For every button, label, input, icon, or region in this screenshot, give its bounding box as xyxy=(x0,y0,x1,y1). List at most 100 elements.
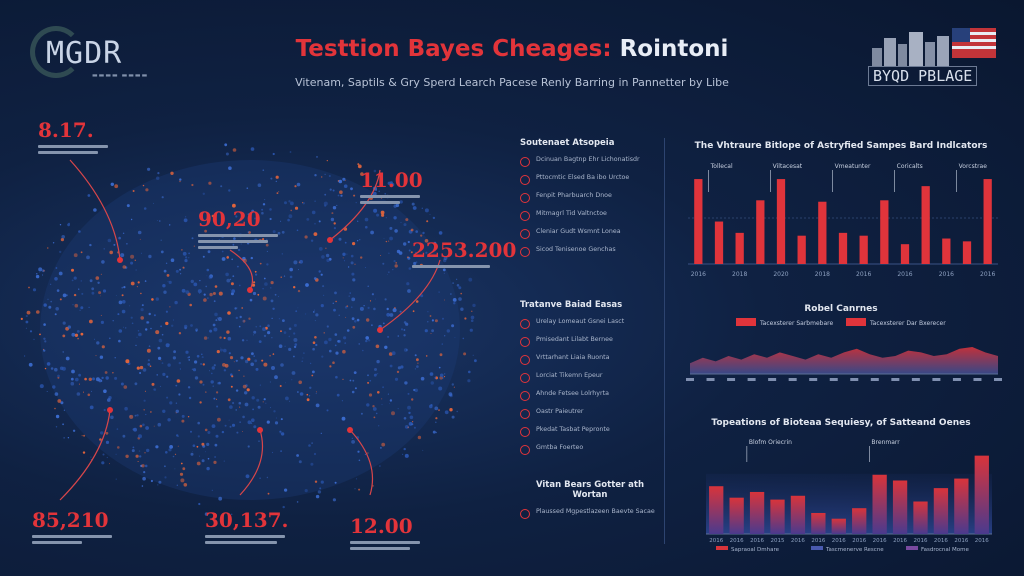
particle xyxy=(381,398,383,400)
bar xyxy=(694,179,703,264)
particle xyxy=(334,344,337,347)
particle xyxy=(59,250,62,254)
particle xyxy=(398,251,403,255)
particle xyxy=(272,353,275,355)
particle xyxy=(179,268,182,271)
particle xyxy=(226,278,231,283)
particle xyxy=(133,427,138,432)
particle xyxy=(147,359,150,362)
particle xyxy=(179,180,181,183)
particle xyxy=(318,270,321,273)
particle xyxy=(324,193,327,196)
bullet-icon xyxy=(520,211,530,221)
particle xyxy=(223,348,227,353)
tick-label: 2016 xyxy=(893,538,907,544)
particle xyxy=(136,366,140,370)
particle xyxy=(193,245,196,247)
particle xyxy=(258,440,260,442)
particle xyxy=(129,305,131,307)
particle xyxy=(407,240,410,244)
particle xyxy=(376,213,380,217)
particle xyxy=(389,403,391,405)
particle xyxy=(214,456,217,458)
particle xyxy=(305,283,309,287)
particle xyxy=(50,283,52,285)
particle xyxy=(101,345,105,349)
particle xyxy=(213,300,216,303)
particle xyxy=(140,308,144,312)
list-item-text: Mitmagrl Tid Valtnctoe xyxy=(536,210,607,217)
particle xyxy=(283,331,287,334)
particle xyxy=(280,220,282,222)
particle xyxy=(266,476,269,479)
particle xyxy=(384,298,387,301)
bar xyxy=(859,235,868,264)
particle xyxy=(153,425,155,427)
particle xyxy=(242,256,246,261)
particle xyxy=(205,391,207,393)
particle xyxy=(197,435,200,438)
tick-label xyxy=(952,378,961,381)
particle xyxy=(387,335,390,338)
particle xyxy=(164,465,166,468)
particle xyxy=(441,343,443,345)
particle xyxy=(269,354,271,357)
particle xyxy=(403,334,406,337)
tick-label xyxy=(870,378,879,381)
particle xyxy=(425,355,428,357)
callout-dot xyxy=(247,287,253,293)
particle xyxy=(416,358,419,362)
list-item-text: Pttocmtic Elsed Ba ibo Urctoe xyxy=(536,174,630,181)
particle xyxy=(140,252,142,254)
particle xyxy=(105,440,110,444)
bullet-icon xyxy=(520,373,530,383)
particle xyxy=(438,231,443,235)
particle xyxy=(264,199,266,201)
particle xyxy=(241,216,243,218)
particles xyxy=(20,143,477,516)
particle xyxy=(177,445,179,447)
particle xyxy=(372,485,374,487)
chart2-area: Tacexsterer Sarbmebare Tacexsterer Dar Bx… xyxy=(686,318,1002,381)
particle xyxy=(259,262,262,265)
title-white-part: Rointoni xyxy=(619,36,729,62)
annotation-label: Viltacesat xyxy=(773,163,803,170)
particle xyxy=(359,239,361,241)
particle xyxy=(176,484,178,486)
particle xyxy=(96,341,100,345)
bar xyxy=(942,238,951,264)
particle xyxy=(35,274,40,279)
particle xyxy=(241,307,244,309)
particle xyxy=(414,368,416,370)
particle xyxy=(166,375,169,378)
particle xyxy=(157,422,162,427)
particle xyxy=(208,181,212,185)
particle xyxy=(280,276,282,278)
particle xyxy=(151,298,154,301)
logo-text: MGDR xyxy=(46,36,123,71)
particle xyxy=(251,352,254,356)
list-item-text: Urelay Lomeaut Gsnei Lasct xyxy=(536,318,625,325)
particle xyxy=(125,454,129,458)
callout-lines xyxy=(350,541,420,550)
particle xyxy=(169,401,173,405)
particle xyxy=(214,312,218,317)
particle xyxy=(382,262,385,265)
bullet-icon xyxy=(520,409,530,419)
particle xyxy=(217,417,221,422)
particle xyxy=(211,424,216,428)
particle xyxy=(426,220,429,223)
particle xyxy=(147,167,151,171)
list-item: Fenpit Pharbuarch Dnoe xyxy=(520,192,660,203)
particle xyxy=(172,455,175,458)
page-subtitle: Vitenam, Saptils & Gry Sperd Learch Pace… xyxy=(295,76,729,89)
particle xyxy=(368,393,373,397)
particle xyxy=(181,414,185,418)
particle xyxy=(142,423,145,427)
particle xyxy=(156,176,160,180)
particle xyxy=(334,481,337,484)
particle xyxy=(321,176,323,178)
particle xyxy=(228,419,230,421)
particle xyxy=(299,259,303,264)
particle xyxy=(181,419,185,423)
